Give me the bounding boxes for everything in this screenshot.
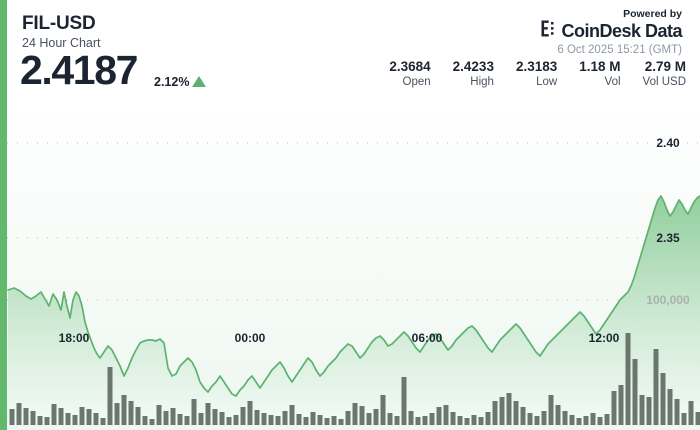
svg-text:100,000: 100,000 bbox=[646, 293, 690, 307]
stat-label: High bbox=[470, 76, 494, 88]
last-price: 2.4187 bbox=[20, 47, 138, 93]
widget-header: FIL-USD 24 Hour Chart 2.4187 2.12% Power… bbox=[0, 0, 700, 100]
stat-label: Vol USD bbox=[642, 76, 686, 88]
volume-axis-labels: 100,000 bbox=[646, 293, 690, 307]
svg-text:2.40: 2.40 bbox=[656, 136, 680, 150]
price-volume-chart[interactable]: 2.40 2.35 100,000 18:00 00:00 06:00 12:00 bbox=[0, 100, 700, 430]
percent-change: 2.12% bbox=[154, 75, 190, 89]
left-accent-bar-chart bbox=[0, 100, 7, 430]
powered-by-label: Powered by bbox=[623, 8, 682, 20]
stat-vol-usd: 2.79 M Vol USD bbox=[621, 58, 686, 90]
stat-label: Open bbox=[402, 76, 431, 88]
price-area-fill bbox=[8, 196, 700, 425]
chart-area[interactable]: 2.40 2.35 100,000 18:00 00:00 06:00 12:00 bbox=[0, 100, 700, 430]
stat-value: 2.79 M bbox=[644, 59, 686, 74]
stat-label: Low bbox=[536, 76, 558, 88]
stat-label: Vol bbox=[604, 76, 621, 88]
stat-low: 2.3183 Low bbox=[494, 58, 557, 90]
stat-vol: 1.18 M Vol bbox=[557, 58, 620, 90]
svg-text:00:00: 00:00 bbox=[235, 331, 266, 345]
stat-value: 1.18 M bbox=[579, 59, 621, 74]
chart-subtitle: 24 Hour Chart bbox=[22, 36, 101, 50]
stats-row: 2.3684 Open 2.4233 High 2.3183 Low 1.18 … bbox=[367, 58, 686, 90]
brand-name: CoinDesk Data bbox=[561, 20, 682, 41]
time-axis-labels: 18:00 00:00 06:00 12:00 bbox=[59, 331, 620, 345]
stat-value: 2.3183 bbox=[515, 59, 558, 74]
stat-open: 2.3684 Open bbox=[367, 58, 430, 90]
stat-value: 2.4233 bbox=[452, 59, 494, 74]
stat-high: 2.4233 High bbox=[431, 58, 494, 90]
coindesk-bracket-logo-icon bbox=[541, 20, 558, 42]
volume-bars bbox=[9, 333, 700, 425]
brand-row[interactable]: CoinDesk Data bbox=[482, 20, 682, 42]
svg-text:06:00: 06:00 bbox=[412, 331, 443, 345]
triangle-up-icon bbox=[192, 76, 206, 87]
timestamp: 6 Oct 2025 15:21 (GMT) bbox=[557, 44, 682, 56]
price-line bbox=[7, 195, 700, 397]
svg-text:18:00: 18:00 bbox=[59, 331, 90, 345]
stat-value: 2.3684 bbox=[389, 59, 431, 74]
pair-title: FIL-USD bbox=[22, 13, 96, 34]
svg-text:2.35: 2.35 bbox=[656, 231, 680, 245]
svg-text:12:00: 12:00 bbox=[589, 331, 620, 345]
price-axis-labels: 2.40 2.35 bbox=[656, 136, 680, 245]
